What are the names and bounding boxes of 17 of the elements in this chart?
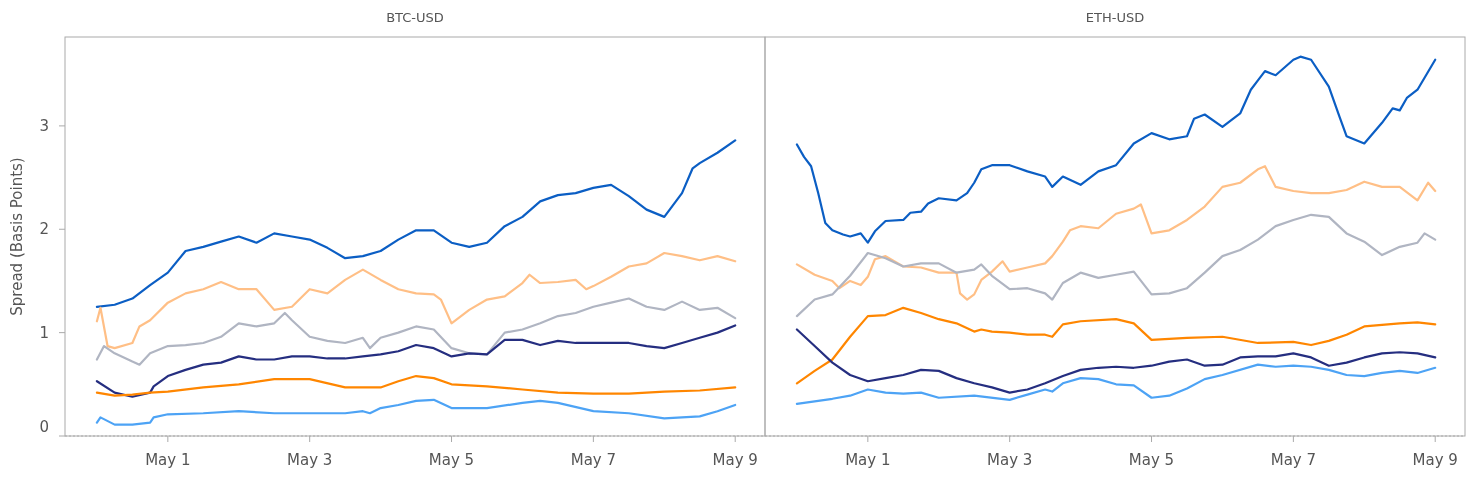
x-tick-label: May 9 xyxy=(712,451,758,469)
chart-title: BTC-USD xyxy=(386,10,444,25)
y-tick-label: 1 xyxy=(39,323,49,342)
y-axis-title: Spread (Basis Points) xyxy=(8,157,26,316)
x-tick-label: May 3 xyxy=(287,451,333,469)
y-tick-label: 3 xyxy=(39,116,49,135)
x-tick-label: May 5 xyxy=(428,451,475,469)
x-tick-label: May 5 xyxy=(1128,451,1175,469)
x-tick-label: May 3 xyxy=(987,451,1033,469)
chart-title: ETH-USD xyxy=(1085,10,1145,25)
y-tick-label: 0 xyxy=(39,418,49,436)
x-tick-label: May 9 xyxy=(1412,451,1458,469)
x-tick-label: May 1 xyxy=(845,451,891,469)
x-tick-label: May 7 xyxy=(1270,451,1317,469)
y-tick-label: 2 xyxy=(39,220,49,239)
x-tick-label: May 7 xyxy=(570,451,617,469)
x-tick-label: May 1 xyxy=(145,451,191,469)
